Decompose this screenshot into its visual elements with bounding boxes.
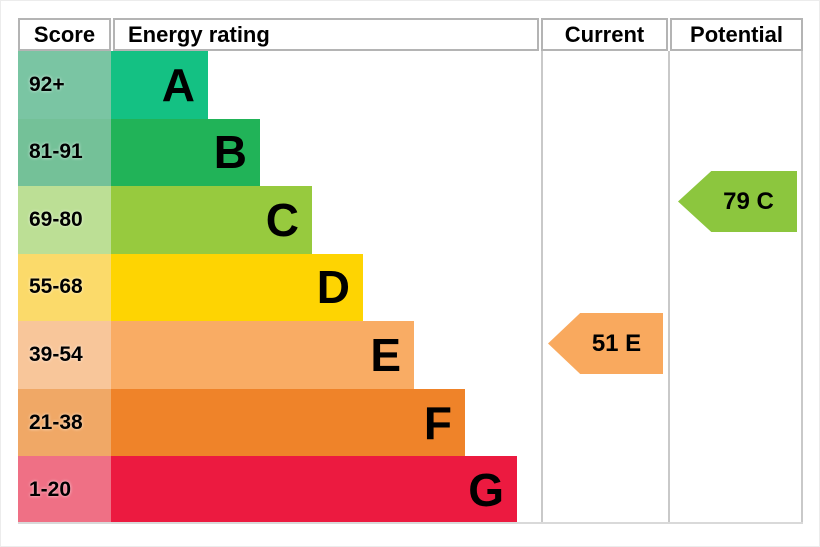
rating-bar: C: [111, 186, 312, 254]
rating-letter: G: [468, 464, 504, 517]
rating-bar: D: [111, 253, 363, 322]
epc-table: Score Energy rating Current Potential 92…: [18, 18, 803, 524]
table-bottom-border: [18, 522, 803, 524]
current-rating-arrow: 51 E: [548, 313, 663, 374]
energy-rating-header: Energy rating: [113, 18, 539, 51]
potential-header: Potential: [670, 18, 803, 51]
current-rating-label: 51 E: [591, 329, 642, 357]
score-range-cell: 55-68: [18, 253, 111, 322]
score-range-cell: 69-80: [18, 186, 111, 254]
table-right-border: [801, 51, 803, 524]
rating-bar: B: [111, 118, 260, 187]
rating-bar: A: [111, 51, 208, 119]
rating-letter: F: [423, 396, 452, 449]
rating-bar: G: [111, 456, 517, 524]
potential-column-left-border: [668, 51, 670, 524]
rating-band-row: 1-20 G: [18, 456, 539, 524]
rating-band-row: 55-68 D: [18, 253, 539, 322]
score-range-cell: 39-54: [18, 321, 111, 389]
score-range-cell: 92+: [18, 51, 111, 119]
score-range-cell: 21-38: [18, 388, 111, 457]
rating-band-row: 69-80 C: [18, 186, 539, 254]
rating-letter: C: [265, 193, 299, 246]
rating-bar: E: [111, 321, 414, 389]
rating-letter: B: [213, 126, 247, 179]
rating-band-row: 21-38 F: [18, 388, 539, 457]
rating-letter: A: [161, 58, 195, 111]
current-header: Current: [541, 18, 668, 51]
rating-bar: F: [111, 388, 465, 457]
score-range-cell: 1-20: [18, 456, 111, 524]
potential-rating-arrow: 79 C: [678, 171, 797, 232]
potential-rating-label: 79 C: [723, 187, 774, 215]
rating-letter: D: [316, 261, 350, 314]
rating-band-row: 81-91 B: [18, 118, 539, 187]
current-column-left-border: [541, 51, 543, 524]
score-range-cell: 81-91: [18, 118, 111, 187]
rating-band-row: 39-54 E: [18, 321, 539, 389]
rating-letter: E: [370, 329, 401, 382]
score-header: Score: [18, 18, 111, 51]
rating-band-row: 92+ A: [18, 51, 539, 119]
